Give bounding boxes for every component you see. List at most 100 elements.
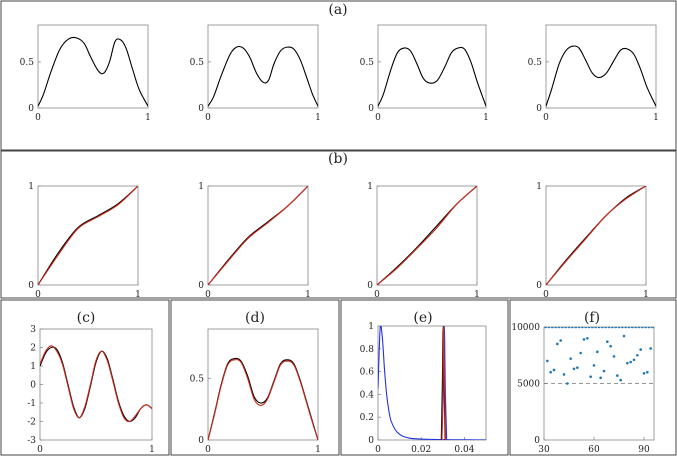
y-tick-label: 1 <box>536 182 542 192</box>
scatter-point <box>617 327 621 329</box>
y-tick-label: 0.8 <box>360 345 375 355</box>
x-tick-label: 90 <box>638 445 650 455</box>
axes-box-e0 <box>377 325 487 441</box>
scatter-point <box>609 344 612 348</box>
scatter-point <box>624 327 627 329</box>
scatter-point <box>584 327 587 329</box>
y-tick-label: 0.2 <box>360 413 374 423</box>
series-line-1 <box>546 186 646 285</box>
x-tick-label: 0.04 <box>454 445 474 455</box>
scatter-point <box>577 327 581 329</box>
scatter-point <box>611 327 614 329</box>
scatter-point <box>546 359 549 363</box>
x-tick-label: 0 <box>35 290 41 300</box>
axes-box-b1 <box>207 185 309 286</box>
scatter-point <box>601 327 604 329</box>
scatter-point <box>622 334 626 338</box>
series-line-0 <box>208 357 318 440</box>
y-tick-label: 0.5 <box>190 374 205 384</box>
scatter-point <box>544 327 547 329</box>
y-tick-label: -2 <box>27 418 36 428</box>
scatter-point <box>551 327 554 329</box>
x-tick-label: 1 <box>653 113 659 123</box>
series-line-0 <box>378 46 486 107</box>
scatter-point <box>632 358 636 362</box>
panel-d: (d) 0 1 0 0.5 <box>190 310 321 455</box>
series-line-1 <box>208 359 318 440</box>
scatter-point <box>642 372 646 375</box>
panel-a: (a) 0 1 0 0.5 0 1 0 0.5 0 1 0 0.5 0 1 0 0.5 <box>20 2 659 123</box>
x-tick-label: 0 <box>205 113 211 123</box>
scatter-point <box>616 374 619 377</box>
y-tick-label: 1 <box>30 362 36 372</box>
series-line-0 <box>40 346 152 423</box>
panel-label-b: (b) <box>328 151 348 167</box>
scatter-point <box>571 327 574 329</box>
scatter-point <box>629 360 632 364</box>
scatter-point <box>602 369 606 373</box>
x-tick-label: 1 <box>474 290 480 300</box>
x-tick-label: 1 <box>483 113 489 123</box>
panel-label-a: (a) <box>328 2 347 18</box>
scatter-point <box>556 342 559 346</box>
series-line-1 <box>40 345 152 423</box>
scatter-point <box>619 378 622 382</box>
y-tick-label: 0 <box>198 281 204 291</box>
scatter-point <box>607 327 611 329</box>
x-tick-label: 0 <box>205 445 211 455</box>
scatter-point <box>631 327 634 329</box>
series-line-0 <box>377 186 477 285</box>
y-tick-label: 2 <box>30 344 36 354</box>
scatter-point <box>647 327 651 329</box>
series-line-1 <box>377 186 477 285</box>
y-tick-label: 1 <box>28 182 34 192</box>
panel-frame-0 <box>0 0 677 151</box>
series-line-1 <box>208 186 308 285</box>
scatter-point <box>559 339 562 342</box>
scatter-point <box>576 366 579 369</box>
y-tick-label: -3 <box>27 436 36 446</box>
scatter-point <box>597 327 601 329</box>
x-tick-label: 0 <box>374 290 380 300</box>
scatter-point <box>587 327 591 329</box>
y-tick-label: 0 <box>534 436 540 446</box>
scatter-point <box>599 376 602 380</box>
scatter-point <box>596 350 599 354</box>
panel-frame-4 <box>340 299 509 456</box>
x-tick-label: 1 <box>135 290 141 300</box>
series-line-0 <box>546 45 656 107</box>
x-tick-label: 0 <box>375 445 381 455</box>
panel-frame-3 <box>170 299 340 456</box>
panel-label-d: (d) <box>245 310 265 326</box>
panel-f: (f) 30 60 90 10000 5000 0 <box>511 310 655 455</box>
scatter-point <box>569 357 572 360</box>
x-tick-label: 0 <box>205 290 211 300</box>
y-tick-label: 1 <box>367 182 373 192</box>
scatter-point <box>586 337 589 340</box>
y-tick-label: 1 <box>368 322 374 332</box>
axes-box-b3 <box>545 185 647 286</box>
scatter-point <box>612 355 616 358</box>
y-tick-label: 5000 <box>517 380 540 390</box>
y-tick-label: 0 <box>30 381 36 391</box>
scatter-point <box>567 327 571 329</box>
y-tick-label: 0 <box>28 281 34 291</box>
x-tick-label: 0 <box>543 290 549 300</box>
scatter-point <box>566 382 569 385</box>
panel-frame-2 <box>0 299 170 456</box>
scatter-point <box>626 361 629 365</box>
x-tick-label: 1 <box>643 290 649 300</box>
scatter-point <box>579 351 582 355</box>
scatter-point <box>649 347 652 350</box>
y-tick-label: 0.6 <box>360 368 375 378</box>
x-tick-label: 0 <box>35 113 41 123</box>
x-tick-label: 1 <box>315 113 321 123</box>
scatter-point <box>621 327 624 329</box>
scatter-point <box>627 327 631 329</box>
scatter-point <box>614 327 617 329</box>
panel-frame-5 <box>509 299 677 456</box>
scatter-point <box>594 327 597 329</box>
x-tick-label: 1 <box>305 290 311 300</box>
y-tick-label: 0.5 <box>190 58 205 68</box>
